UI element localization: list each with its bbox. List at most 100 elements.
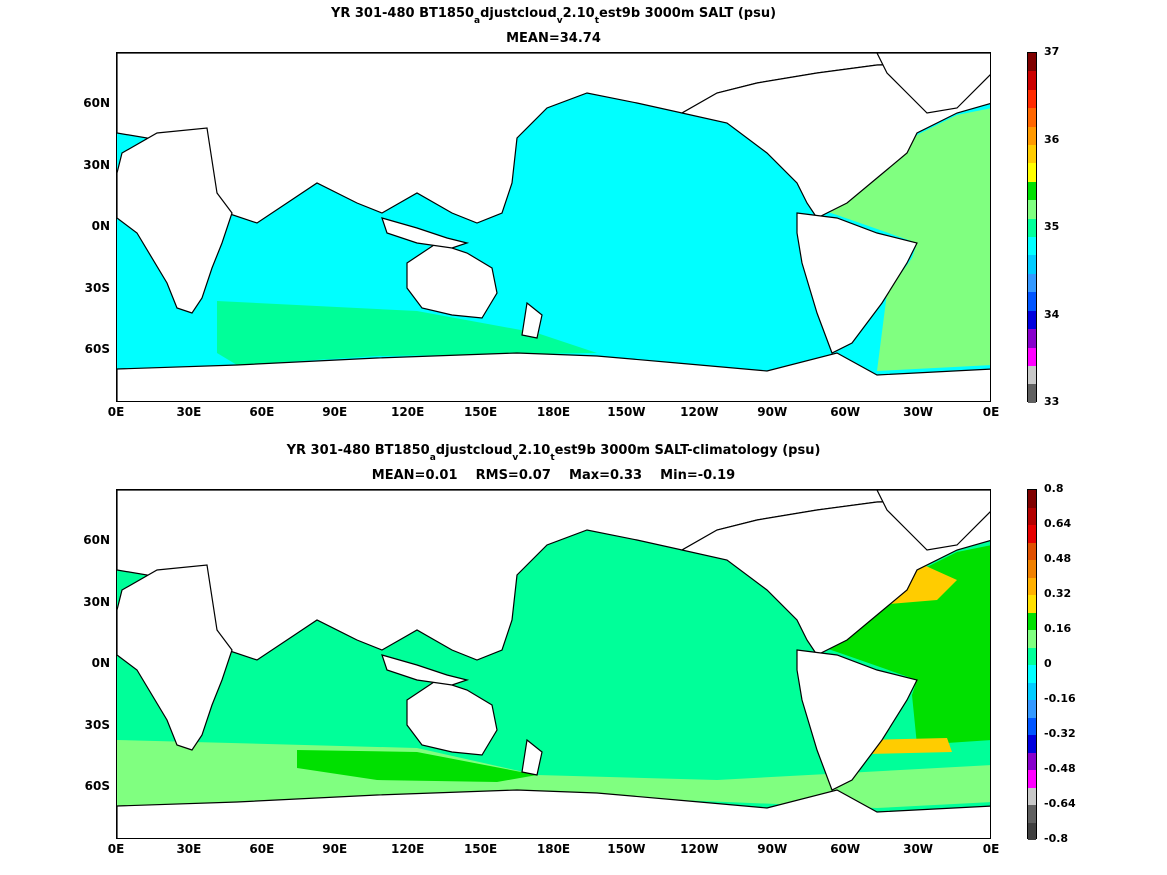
colorbar-tick-label: 37: [1044, 45, 1060, 58]
colorbar-tick-label: 0: [1044, 657, 1052, 670]
x-tick-label: 150W: [607, 405, 646, 419]
ocean-atlantic: [807, 545, 990, 745]
x-tick-label: 90W: [757, 842, 788, 856]
colorbar-tick-label: -0.64: [1044, 797, 1076, 810]
land-indonesia: [381, 217, 470, 249]
panel2-land: [117, 490, 990, 838]
colorbar-swatch: [1028, 577, 1036, 595]
x-tick-label: 90E: [322, 405, 348, 419]
x-tick-label: 150E: [463, 405, 498, 419]
x-tick-label: 30W: [903, 842, 934, 856]
y-tick-label: 30N: [83, 158, 110, 172]
land-greenland: [876, 490, 990, 551]
x-tick-label: 180E: [536, 842, 571, 856]
colorbar-tick-label: -0.16: [1044, 692, 1076, 705]
x-tick-label: 30E: [176, 405, 202, 419]
ocean-south-atlantic-high: [862, 738, 952, 754]
colorbar-swatch: [1028, 365, 1036, 385]
colorbar-swatch: [1028, 542, 1036, 560]
x-tick-label: 150W: [607, 842, 646, 856]
colorbar-swatch: [1028, 735, 1036, 753]
x-tick-label: 120E: [391, 842, 425, 856]
land-north-america: [680, 62, 990, 219]
land-south-america: [796, 212, 918, 354]
x-tick-label: 150E: [463, 842, 498, 856]
ocean-south-positive: [297, 750, 537, 782]
colorbar-swatch: [1028, 507, 1036, 525]
land-africa: [117, 127, 233, 314]
colorbar-swatch: [1028, 682, 1036, 700]
colorbar-swatch: [1028, 145, 1036, 164]
colorbar-swatch: [1028, 770, 1036, 788]
panel1-stats: MEAN=34.74: [506, 31, 601, 46]
x-tick-label: 180E: [536, 405, 571, 419]
land-nzealand: [521, 301, 543, 339]
colorbar-swatch: [1028, 612, 1036, 630]
panel1-title: YR 301-480 BT1850adjustcloudv2.10test9b …: [330, 6, 777, 26]
land-greenland: [876, 53, 990, 114]
ocean-atlantic: [807, 108, 990, 371]
colorbar-swatch: [1028, 665, 1036, 683]
colorbar-tick-label: 0.8: [1044, 482, 1064, 495]
colorbar-swatch: [1028, 560, 1036, 578]
y-tick-label: 60N: [83, 96, 110, 110]
colorbar-swatch: [1028, 310, 1036, 330]
colorbar-swatch: [1028, 384, 1036, 403]
panel1-map: [116, 52, 991, 402]
y-tick-label: 60N: [83, 533, 110, 547]
land-north-america: [680, 499, 990, 656]
x-tick-label: 0E: [107, 405, 125, 419]
colorbar-swatch: [1028, 237, 1036, 256]
colorbar-tick-label: 0.16: [1044, 622, 1072, 635]
x-tick-label: 60E: [249, 842, 275, 856]
colorbar-swatch: [1028, 700, 1036, 718]
land-south-america: [796, 649, 918, 791]
panel2-map-canvas: [117, 490, 990, 838]
y-tick-label: 0N: [91, 656, 110, 670]
colorbar-swatch: [1028, 717, 1036, 735]
colorbar-tick-label: -0.32: [1044, 727, 1076, 740]
y-tick-label: 30S: [84, 718, 110, 732]
x-tick-label: 90E: [322, 842, 348, 856]
x-tick-label: 120W: [680, 405, 719, 419]
colorbar-tick-label: 33: [1044, 395, 1060, 408]
colorbar-swatch: [1028, 126, 1036, 146]
colorbar-swatch: [1028, 218, 1036, 238]
colorbar-tick-label: 34: [1044, 307, 1060, 321]
y-tick-label: 0N: [91, 219, 110, 233]
colorbar-swatch: [1028, 200, 1036, 219]
colorbar-swatch: [1028, 490, 1036, 508]
x-tick-label: 120W: [680, 842, 719, 856]
panel1-land: [117, 53, 990, 401]
panel2-colorbar: [1027, 489, 1037, 840]
y-tick-label: 30N: [83, 595, 110, 609]
colorbar-swatch: [1028, 108, 1036, 127]
colorbar-swatch: [1028, 787, 1036, 805]
x-tick-label: 90W: [757, 405, 788, 419]
ocean-indo-pacific: [217, 542, 797, 800]
colorbar-swatch: [1028, 595, 1036, 613]
land-antarctica: [117, 352, 990, 401]
colorbar-swatch: [1028, 752, 1036, 770]
panel1-colorbar: [1027, 52, 1037, 403]
colorbar-swatch: [1028, 163, 1036, 182]
panel2-map: [116, 489, 991, 839]
colorbar-swatch: [1028, 630, 1036, 648]
colorbar-tick-label: 35: [1044, 220, 1060, 233]
colorbar-tick-label: -0.8: [1044, 832, 1069, 845]
x-tick-label: 30E: [176, 842, 202, 856]
panel2-title: YR 301-480 BT1850adjustcloudv2.10test9b …: [286, 443, 821, 463]
x-tick-label: 60W: [830, 405, 861, 419]
y-tick-label: 60S: [84, 342, 110, 356]
colorbar-tick-label: 0.32: [1044, 587, 1072, 600]
colorbar-swatch: [1028, 822, 1036, 840]
panel1-map-canvas: [117, 53, 990, 401]
x-tick-label: 0E: [982, 405, 1000, 419]
x-tick-label: 0E: [107, 842, 125, 856]
colorbar-swatch: [1028, 89, 1036, 109]
colorbar-tick-label: 36: [1044, 132, 1060, 146]
land-nzealand: [521, 738, 543, 776]
land-antarctica: [117, 789, 990, 838]
y-tick-label: 60S: [84, 779, 110, 793]
colorbar-swatch: [1028, 347, 1036, 366]
